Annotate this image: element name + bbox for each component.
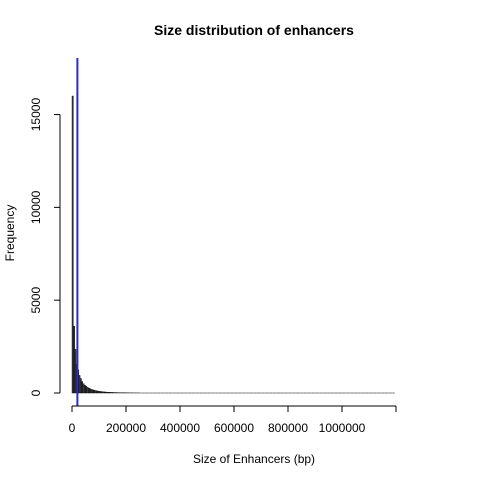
- x-tick-label: 0: [69, 421, 76, 435]
- histogram-bar: [100, 392, 101, 393]
- histogram-bar: [88, 388, 89, 393]
- histogram-bar: [111, 392, 112, 393]
- histogram-bar: [107, 392, 108, 393]
- histogram-bar: [91, 389, 92, 393]
- histogram-bar: [96, 391, 97, 393]
- histogram-bar: [108, 392, 109, 393]
- x-tick-label: 400000: [160, 421, 200, 435]
- x-tick-label: 200000: [106, 421, 146, 435]
- x-axis: 0 200000 400000 600000 800000 1000000: [69, 406, 396, 435]
- y-axis-label: Frequency: [3, 205, 17, 262]
- histogram-bar: [80, 379, 81, 393]
- x-axis-label: Size of Enhancers (bp): [193, 452, 315, 466]
- histogram-bar: [73, 326, 74, 393]
- y-tick-label: 5000: [29, 287, 43, 314]
- histogram-bar: [83, 384, 84, 393]
- histogram-bar: [90, 389, 91, 393]
- histogram-bar: [110, 392, 111, 393]
- histogram-bar: [106, 392, 107, 393]
- histogram-bar: [84, 385, 85, 393]
- histogram-bar: [72, 96, 73, 393]
- histogram-bar: [104, 392, 105, 393]
- x-tick-label: 1000000: [319, 421, 366, 435]
- chart-title: Size distribution of enhancers: [154, 22, 354, 38]
- histogram-bar: [94, 390, 95, 393]
- histogram-bar: [92, 390, 93, 393]
- x-tick-label: 800000: [268, 421, 308, 435]
- x-tick-label: 600000: [214, 421, 254, 435]
- histogram-bar: [87, 387, 88, 393]
- histogram-bar: [99, 391, 100, 393]
- histogram-bar: [95, 391, 96, 393]
- histogram-bar: [98, 391, 99, 393]
- bars-group: [72, 96, 395, 393]
- histogram-bar: [75, 349, 76, 393]
- histogram-bar: [103, 392, 104, 393]
- y-axis: 0 5000 10000 15000: [29, 98, 60, 397]
- histogram-bar: [79, 375, 80, 393]
- histogram-bar: [86, 386, 87, 393]
- y-tick-label: 10000: [29, 190, 43, 224]
- y-tick-label: 0: [29, 389, 43, 396]
- y-tick-label: 15000: [29, 98, 43, 132]
- histogram-bar: [102, 392, 103, 393]
- histogram-bar: [81, 381, 82, 393]
- histogram-bar: [113, 392, 114, 393]
